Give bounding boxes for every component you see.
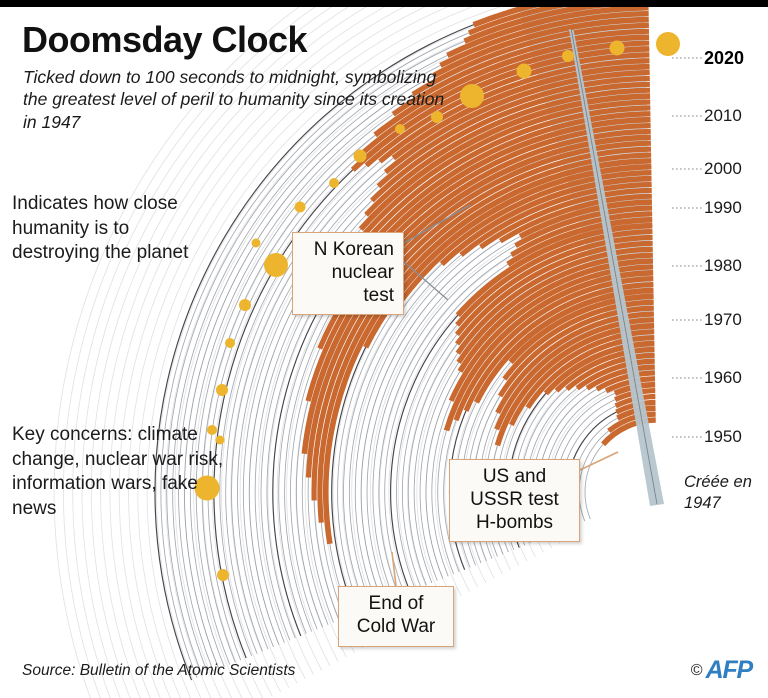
page-title: Doomsday Clock xyxy=(22,19,308,60)
year-label-2000: 2000 xyxy=(704,159,742,178)
page-subtitle: Ticked down to 100 seconds to midnight, … xyxy=(23,67,445,132)
year-label-2020: 2020 xyxy=(704,48,745,68)
year-label-1960: 1960 xyxy=(704,368,742,387)
year-label-1950: 1950 xyxy=(704,427,742,446)
callout-leader-lines xyxy=(391,204,619,587)
afp-wordmark: AFP xyxy=(705,656,754,684)
year-label-1990: 1990 xyxy=(704,198,742,217)
afp-logo: © AFP xyxy=(690,656,754,684)
top-black-bar xyxy=(0,0,768,7)
copyright-icon: © xyxy=(690,661,703,679)
gold-dot-arc xyxy=(194,32,680,581)
source-credit: Source: Bulletin of the Atomic Scientist… xyxy=(22,662,296,679)
callout-n-korean-nuclear-test: N Korean nuclear test xyxy=(292,232,404,316)
blurb-indicates: Indicates how close humanity is to destr… xyxy=(12,193,189,264)
year-axis: 2020 2010 2000 1990 1980 1970 1960 1950 xyxy=(704,0,768,698)
blurb-key-concerns: Key concerns: climate change, nuclear wa… xyxy=(12,424,224,520)
year-tick-leaders xyxy=(672,57,704,438)
callout-end-of-cold-war: End of Cold War xyxy=(338,586,454,647)
clock-hand xyxy=(568,28,664,507)
year-label-2010: 2010 xyxy=(704,106,742,125)
created-note: Créée en 1947 xyxy=(684,473,752,512)
year-label-1980: 1980 xyxy=(704,256,742,275)
year-label-1970: 1970 xyxy=(704,310,742,329)
callout-us-ussr-h-bombs: US and USSR test H-bombs xyxy=(449,459,580,543)
